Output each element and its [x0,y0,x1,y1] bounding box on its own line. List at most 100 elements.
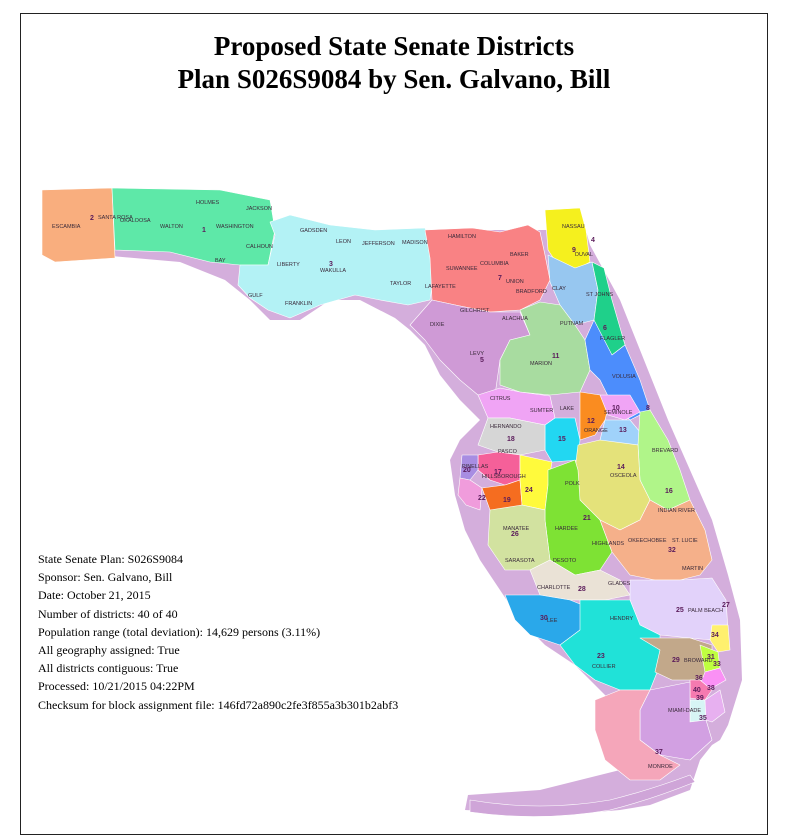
county-label-santa-rosa: SANTA ROSA [98,215,133,221]
district-label-21: 21 [583,515,591,522]
district-label-13: 13 [619,427,627,434]
district-32-region [599,499,713,581]
county-label-lee: LEE [547,618,558,624]
county-label-okaloosa: OKALOOSA [120,218,151,224]
district-label-37: 37 [655,749,663,756]
district-label-26: 26 [511,531,519,538]
county-label-pinellas: PINELLAS [462,464,489,470]
county-label-alachua: ALACHUA [502,316,528,322]
county-label-calhoun: CALHOUN [246,244,273,250]
district-label-3: 3 [329,261,333,268]
district-label-7: 7 [498,275,502,282]
county-label-flagler: FLAGLER [600,336,625,342]
district-label-1: 1 [202,227,206,234]
district-label-9: 9 [572,247,576,254]
county-label-martin: MARTIN [682,566,703,572]
district-37-region [594,689,681,781]
district-label-6: 6 [603,325,607,332]
district-label-32: 32 [668,547,676,554]
district-label-4: 4 [591,237,595,244]
county-label-miami-dade: MIAMI-DADE [668,708,701,714]
county-label-washington: WASHINGTON [216,224,254,230]
county-label-walton: WALTON [160,224,183,230]
county-label-citrus: CITRUS [490,396,511,402]
district-label-39: 39 [696,695,704,702]
district-22-region [457,477,483,511]
county-label-bay: BAY [215,258,226,264]
county-label-bradford: BRADFORD [516,289,547,295]
county-labels: ESCAMBIA SANTA ROSA OKALOOSA WALTON HOLM… [52,200,723,770]
florida-keys-region [469,774,696,817]
district-label-29: 29 [672,657,680,664]
county-label-indian-river: INDIAN RIVER [658,508,695,514]
plan-info-geography-assigned: All geography assigned: True [38,643,180,658]
county-label-nassau: NASSAU [562,224,585,230]
county-label-charlotte: CHARLOTTE [537,585,571,591]
county-label-brevard: BREVARD [652,448,678,454]
county-label-hillsborough: HILLSBOROUGH [482,474,526,480]
district-label-36: 36 [695,675,703,682]
title-block: Proposed State Senate Districts Plan S02… [20,30,768,96]
district-label-8: 8 [646,405,650,412]
county-label-collier: COLLIER [592,664,616,670]
county-label-jackson: JACKSON [246,206,272,212]
district-label-18: 18 [507,436,515,443]
district-34-region [709,624,731,653]
district-label-38: 38 [707,685,715,692]
county-label-pasco: PASCO [498,449,518,455]
county-label-manatee: MANATEE [503,526,530,532]
district-label-17: 17 [494,469,502,476]
map-subtitle: Plan S026S9084 by Sen. Galvano, Bill [177,64,611,94]
district-label-10: 10 [612,405,620,412]
plan-info-plan: State Senate Plan: S026S9084 [38,552,183,566]
county-label-hardee: HARDEE [555,526,578,532]
county-label-union: UNION [506,279,524,285]
county-label-orange: ORANGE [584,428,608,434]
district-11-region [499,301,591,396]
county-label-polk: POLK [565,481,580,487]
county-label-volusia: VOLUSIA [612,374,636,380]
county-label-liberty: LIBERTY [277,262,300,268]
county-label-marion: MARION [530,361,552,367]
district-label-11: 11 [552,353,560,360]
county-label-hendry: HENDRY [610,616,633,622]
county-label-hernando: HERNANDO [490,424,522,430]
county-label-lake: LAKE [560,406,574,412]
plan-info-date: Date: October 21, 2015 [38,588,151,603]
district-label-12: 12 [587,418,595,425]
district-label-2: 2 [90,215,94,222]
plan-info-processed: Processed: 10/21/2015 04:22PM [38,679,195,694]
district-label-16: 16 [665,488,673,495]
county-label-escambia: ESCAMBIA [52,224,81,230]
county-label-leon: LEON [336,239,351,245]
plan-info-contiguous: All districts contiguous: True [38,661,179,676]
county-label-st-lucie: ST. LUCIE [672,538,698,544]
county-label-broward: BROWARD [684,658,713,664]
county-label-columbia: COLUMBIA [480,261,509,267]
county-label-holmes: HOLMES [196,200,220,206]
county-label-putnam: PUTNAM [560,321,584,327]
district-label-14: 14 [617,464,625,471]
district-label-15: 15 [558,436,566,443]
district-label-34: 34 [711,632,719,639]
district-labels: 1 2 3 4 5 6 7 8 9 10 11 12 13 14 15 16 1… [90,215,730,756]
county-label-sumter: SUMTER [530,408,553,414]
county-label-seminole: SEMINOLE [604,410,633,416]
county-label-sarasota: SARASOTA [505,558,535,564]
district-label-33: 33 [713,661,721,668]
district-5-region [409,299,531,396]
district-18-region [477,417,546,456]
district-label-5: 5 [480,357,484,364]
county-label-dixie: DIXIE [430,322,445,328]
district-label-30: 30 [540,615,548,622]
plan-info-checksum: Checksum for block assignment file: 146f… [38,697,399,712]
plan-info-district-count: Number of districts: 40 of 40 [38,606,178,621]
district-label-31: 31 [707,654,715,661]
plan-info-population-range: Population range (total deviation): 14,6… [38,624,321,639]
county-label-madison: MADISON [402,240,428,246]
district-2-region [41,187,116,263]
plan-info-block: State Senate Plan: S026S9084 Sponsor: Se… [38,550,478,714]
county-label-hamilton: HAMILTON [448,234,476,240]
county-label-desoto: DESOTO [553,558,577,564]
